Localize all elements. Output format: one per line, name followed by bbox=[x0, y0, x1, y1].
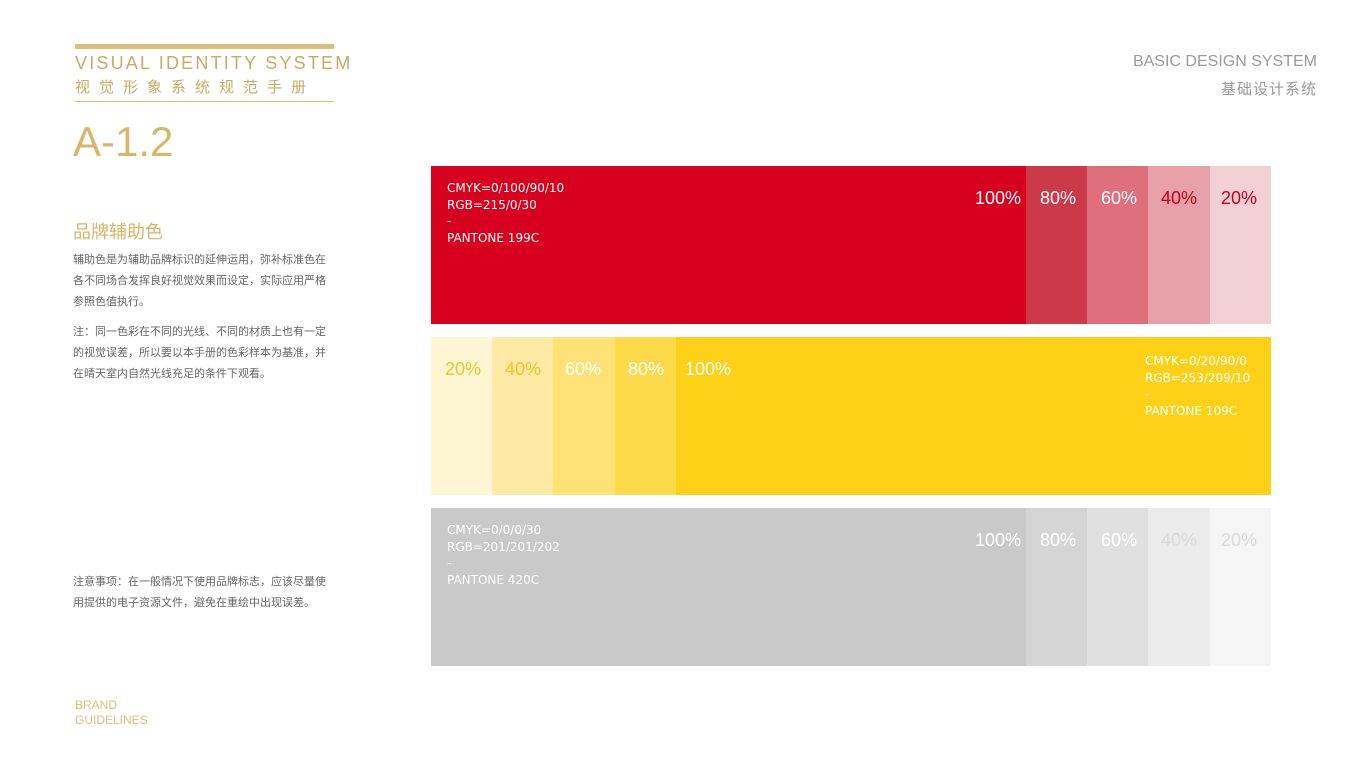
tint-label-red-100: 100% bbox=[974, 188, 1022, 208]
cmyk-value: CMYK=0/20/90/0 bbox=[1145, 354, 1247, 368]
footer-line-1: BRAND bbox=[75, 698, 118, 712]
tint-block-yellow-80 bbox=[615, 337, 676, 495]
header-bottom-rule bbox=[75, 101, 334, 102]
color-spec-yellow: CMYK=0/20/90/0 RGB=253/209/10 - PANTONE … bbox=[1145, 353, 1250, 419]
color-spec-red: CMYK=0/100/90/10 RGB=215/0/30 - PANTONE … bbox=[447, 180, 564, 246]
tint-block-yellow-60 bbox=[553, 337, 615, 495]
tint-block-red-60 bbox=[1087, 166, 1148, 324]
tint-block-grey-40 bbox=[1148, 508, 1210, 666]
tint-block-red-20 bbox=[1210, 166, 1271, 324]
pantone-value: PANTONE 199C bbox=[447, 230, 540, 245]
tint-label-grey-80: 80% bbox=[1039, 530, 1077, 550]
swatch-band-grey: 100% 80% 60% 40% 20% CMYK=0/0/0/30 RGB=2… bbox=[431, 508, 1271, 666]
tint-label-red-20: 20% bbox=[1220, 188, 1258, 208]
content-paragraph-2: 注：同一色彩在不同的光线、不同的材质上也有一定的视觉误差，所以要以本手册的色彩样… bbox=[73, 326, 326, 380]
tint-label-yellow-20: 20% bbox=[444, 359, 482, 379]
spec-separator: - bbox=[447, 214, 452, 228]
tint-block-yellow-100 bbox=[676, 337, 1271, 495]
tint-block-red-100 bbox=[431, 166, 1026, 324]
tint-label-red-40: 40% bbox=[1160, 188, 1198, 208]
tint-block-yellow-40 bbox=[492, 337, 553, 495]
header-title-en: VISUAL IDENTITY SYSTEM bbox=[75, 53, 353, 73]
swatch-band-yellow: 20% 40% 60% 80% 100% CMYK=0/20/90/0 RGB=… bbox=[431, 337, 1271, 495]
tint-label-yellow-40: 40% bbox=[504, 359, 542, 379]
tint-label-grey-40: 40% bbox=[1160, 530, 1198, 550]
tint-label-red-60: 60% bbox=[1100, 188, 1138, 208]
pantone-value: PANTONE 109C bbox=[1145, 403, 1238, 418]
content-title: 品牌辅助色 bbox=[73, 222, 163, 242]
brand-guidelines-footer: BRAND GUIDELINES bbox=[75, 698, 148, 728]
tint-block-grey-80 bbox=[1026, 508, 1087, 666]
header-top-rule bbox=[75, 44, 334, 49]
color-spec-grey: CMYK=0/0/0/30 RGB=201/201/202 - PANTONE … bbox=[447, 522, 560, 588]
swatch-band-red: 100% 80% 60% 40% 20% CMYK=0/100/90/10 RG… bbox=[431, 166, 1271, 324]
tint-block-grey-60 bbox=[1087, 508, 1148, 666]
rgb-value: RGB=201/201/202 bbox=[447, 539, 560, 554]
spec-separator: - bbox=[1145, 387, 1150, 401]
spec-separator: - bbox=[447, 556, 452, 570]
rgb-value: RGB=253/209/10 bbox=[1145, 370, 1251, 385]
tint-label-grey-20: 20% bbox=[1220, 530, 1258, 550]
header-title-cn: 视觉形象系统规范手册 bbox=[75, 79, 316, 96]
tint-block-red-80 bbox=[1026, 166, 1087, 324]
tint-label-grey-60: 60% bbox=[1100, 530, 1138, 550]
content-paragraph-1: 辅助色是为辅助品牌标识的延伸运用，弥补标准色在各不同场合发挥良好视觉效果而设定，… bbox=[73, 254, 326, 308]
tint-label-yellow-100: 100% bbox=[684, 359, 732, 379]
tint-label-yellow-60: 60% bbox=[564, 359, 602, 379]
tint-label-red-80: 80% bbox=[1039, 188, 1077, 208]
pantone-value: PANTONE 420C bbox=[447, 572, 540, 587]
tint-block-yellow-20 bbox=[431, 337, 492, 495]
tint-block-grey-20 bbox=[1210, 508, 1271, 666]
tint-label-grey-100: 100% bbox=[974, 530, 1022, 550]
content-paragraph-3: 注意事项：在一般情况下使用品牌标志，应该尽量使用提供的电子资源文件，避免在重绘中… bbox=[73, 576, 326, 609]
section-title-cn: 基础设计系统 bbox=[1220, 81, 1317, 98]
cmyk-value: CMYK=0/100/90/10 bbox=[447, 181, 565, 195]
cmyk-value: CMYK=0/0/0/30 bbox=[447, 523, 542, 537]
tint-block-grey-100 bbox=[431, 508, 1026, 666]
tint-label-yellow-80: 80% bbox=[627, 359, 665, 379]
page-code: A-1.2 bbox=[73, 118, 174, 165]
section-title-en: BASIC DESIGN SYSTEM bbox=[1132, 53, 1317, 70]
tint-block-red-40 bbox=[1148, 166, 1210, 324]
rgb-value: RGB=215/0/30 bbox=[447, 197, 537, 212]
footer-line-2: GUIDELINES bbox=[75, 713, 148, 727]
